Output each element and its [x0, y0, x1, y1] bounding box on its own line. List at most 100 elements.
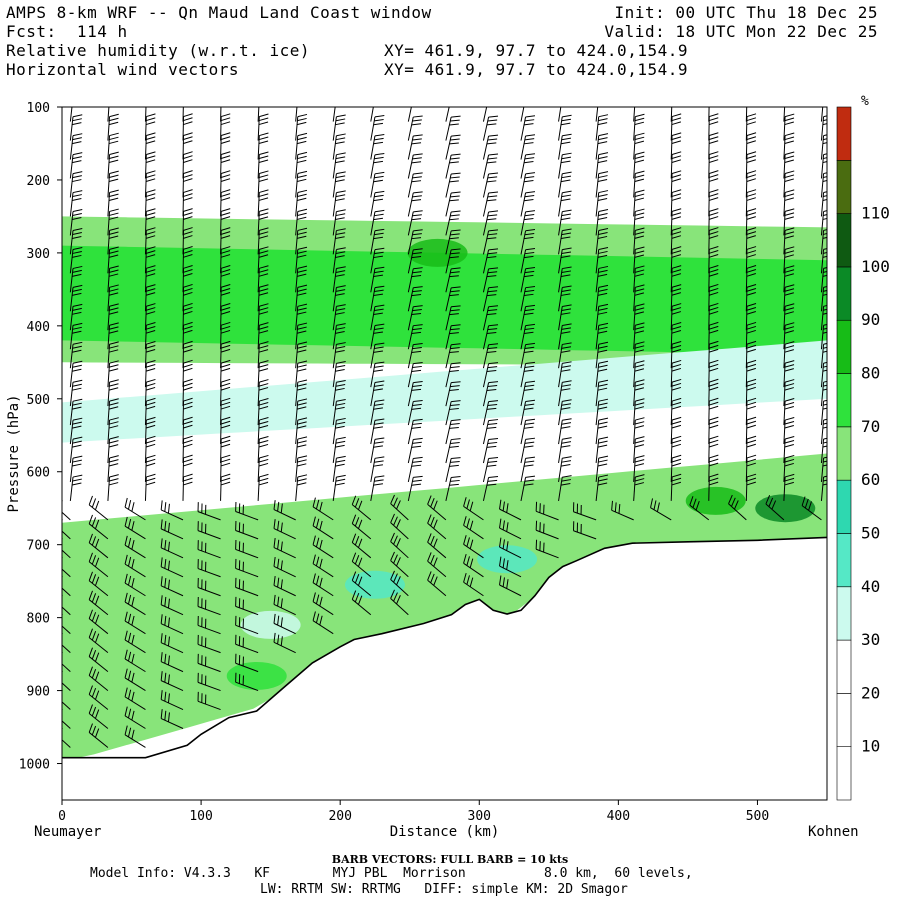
wind-barb: [783, 265, 795, 293]
barb-feather: [822, 236, 827, 239]
wind-barb: [520, 266, 536, 293]
barb-feather: [183, 216, 193, 220]
barb-feather: [598, 421, 608, 425]
barb-feather: [374, 399, 385, 402]
wind-barb: [295, 227, 308, 255]
barb-feather: [280, 560, 283, 570]
barb-feather: [374, 171, 385, 175]
barb-feather: [709, 208, 719, 212]
barb-feather: [88, 533, 93, 543]
barb-feather: [220, 325, 231, 330]
barb-staff: [295, 116, 299, 141]
barb-feather: [374, 346, 384, 349]
barb-feather: [396, 500, 401, 510]
barb-feather: [109, 265, 119, 269]
barb-feather: [109, 322, 119, 326]
barb-feather: [124, 687, 128, 697]
wind-barb: [670, 132, 682, 160]
barb-feather: [53, 723, 57, 732]
barb-feather: [374, 152, 385, 156]
wind-barb: [312, 611, 334, 635]
barb-feather: [258, 273, 269, 277]
wind-barb: [482, 381, 499, 407]
barb-feather: [297, 364, 307, 368]
barb-feather: [277, 520, 280, 531]
barb-feather: [413, 305, 423, 308]
barb-feather: [488, 153, 499, 156]
barb-feather: [72, 198, 82, 202]
barb-feather: [671, 235, 682, 239]
barb-feather: [746, 250, 757, 254]
wind-barb: [820, 229, 827, 255]
barb-feather: [523, 123, 534, 126]
barb-feather: [709, 378, 719, 383]
barb-feather: [221, 435, 231, 440]
barb-feather: [561, 422, 572, 425]
barb-feather: [72, 311, 82, 315]
wind-barb: [407, 172, 423, 198]
barb-feather: [124, 649, 128, 660]
barb-feather: [823, 115, 827, 118]
barb-feather: [486, 294, 497, 297]
barb-feather: [523, 180, 534, 183]
wind-barb: [633, 341, 645, 369]
barb-staff: [332, 192, 337, 217]
barb-feather: [709, 458, 719, 463]
barb-feather: [671, 216, 682, 220]
wind-barb: [62, 576, 71, 597]
barb-feather: [598, 341, 609, 345]
barb-feather: [412, 460, 422, 463]
barb-feather: [635, 151, 645, 156]
barb-feather: [746, 246, 757, 250]
barb-feather: [277, 558, 280, 569]
barb-staff: [820, 420, 825, 445]
wind-barb: [783, 151, 795, 179]
barb-feather: [297, 303, 308, 307]
barb-feather: [598, 209, 609, 213]
barb-feather: [183, 178, 193, 182]
barb-feather: [167, 712, 170, 722]
wind-barb: [499, 537, 522, 559]
barb-feather: [433, 500, 438, 510]
barb-feather: [784, 322, 795, 326]
barb-feather: [562, 342, 572, 345]
barb-feather: [635, 103, 644, 105]
wind-barb: [370, 247, 385, 274]
barb-feather: [109, 345, 119, 349]
wind-barb: [107, 284, 119, 312]
barb-feather: [259, 246, 269, 250]
barb-feather: [635, 265, 645, 269]
barb-feather: [351, 533, 357, 543]
wind-barb: [482, 107, 488, 122]
wind-barb: [595, 246, 609, 274]
wind-barb: [69, 133, 83, 160]
barb-feather: [146, 113, 156, 118]
barb-feather: [351, 571, 357, 581]
barb-feather: [109, 227, 119, 231]
barb-feather: [374, 384, 384, 387]
barb-feather: [784, 379, 795, 383]
barb-feather: [72, 156, 82, 160]
barb-feather: [183, 359, 193, 364]
barb-feather: [487, 366, 498, 369]
wind-barb: [407, 107, 412, 122]
barb-feather: [91, 650, 97, 660]
wind-barb: [88, 533, 109, 559]
barb-feather: [746, 443, 756, 448]
barb-feather: [709, 113, 719, 118]
wind-barb: [482, 115, 499, 141]
barb-feather: [374, 190, 385, 194]
barb-feather: [220, 231, 231, 235]
barb-feather: [220, 254, 231, 258]
wind-barb: [820, 456, 827, 482]
barb-feather: [335, 274, 345, 277]
barb-staff: [295, 211, 299, 236]
barb-feather: [487, 157, 498, 160]
wind-barb: [351, 571, 372, 597]
barb-feather: [822, 217, 827, 220]
wind-barb: [482, 286, 499, 312]
barb-feather: [53, 552, 57, 561]
barb-feather: [220, 121, 231, 126]
y-tick-label: 200: [27, 174, 50, 189]
barb-feather: [220, 140, 231, 145]
